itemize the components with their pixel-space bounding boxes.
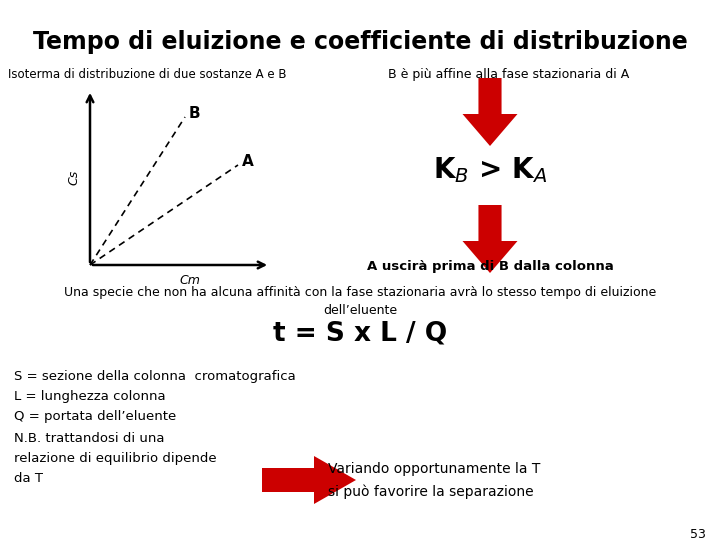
Text: K$_B$ > K$_A$: K$_B$ > K$_A$ xyxy=(433,155,547,185)
Text: N.B. trattandosi di una
relazione di equilibrio dipende
da T: N.B. trattandosi di una relazione di equ… xyxy=(14,432,217,485)
Text: Cm: Cm xyxy=(179,274,200,287)
Text: A: A xyxy=(242,154,253,169)
Text: S = sezione della colonna  cromatografica
L = lunghezza colonna
Q = portata dell: S = sezione della colonna cromatografica… xyxy=(14,370,296,423)
Text: B è più affine alla fase stazionaria di A: B è più affine alla fase stazionaria di … xyxy=(388,68,629,81)
Text: Una specie che non ha alcuna affinità con la fase stazionaria avrà lo stesso tem: Una specie che non ha alcuna affinità co… xyxy=(64,286,656,317)
Text: B: B xyxy=(189,106,201,121)
Text: 53: 53 xyxy=(690,528,706,540)
Text: Tempo di eluizione e coefficiente di distribuzione: Tempo di eluizione e coefficiente di dis… xyxy=(32,30,688,54)
Text: Isoterma di distribuzione di due sostanze A e B: Isoterma di distribuzione di due sostanz… xyxy=(8,68,287,81)
Polygon shape xyxy=(262,456,356,504)
Text: t = S x L / Q: t = S x L / Q xyxy=(273,320,447,346)
Polygon shape xyxy=(462,205,518,273)
Text: Cs: Cs xyxy=(68,170,81,185)
Text: Variando opportunamente la T
si può favorire la separazione: Variando opportunamente la T si può favo… xyxy=(328,462,541,498)
Polygon shape xyxy=(462,78,518,146)
Text: A uscirà prima di B dalla colonna: A uscirà prima di B dalla colonna xyxy=(366,260,613,273)
